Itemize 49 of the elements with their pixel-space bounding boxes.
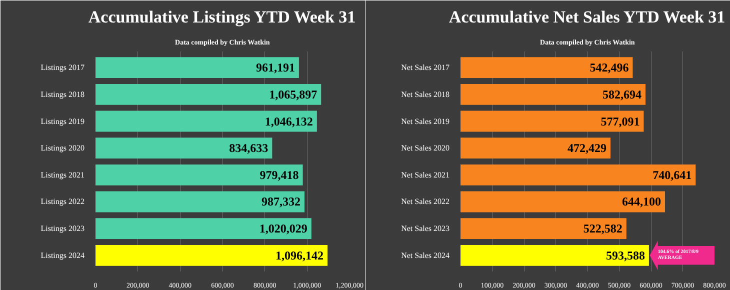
bar — [96, 191, 304, 212]
bar — [460, 218, 626, 240]
bar — [96, 84, 322, 105]
data-label: 979,418 — [260, 168, 299, 182]
bar — [460, 191, 665, 212]
data-label: 593,588 — [606, 248, 645, 262]
bar — [460, 138, 610, 159]
data-label: 961,191 — [256, 60, 295, 75]
data-label: 644,100 — [622, 194, 661, 209]
y-tick-label: Listings 2018 — [40, 90, 84, 99]
data-label: 1,046,132 — [264, 114, 313, 128]
data-label: 740,641 — [652, 168, 692, 182]
data-label: 522,582 — [583, 222, 622, 236]
bar — [96, 244, 328, 266]
data-label: 542,496 — [590, 60, 629, 75]
data-label: 987,332 — [261, 194, 300, 209]
y-tick-label: Listings 2020 — [40, 144, 84, 153]
data-label: 834,633 — [229, 141, 268, 156]
y-tick-label: Listings 2022 — [40, 197, 84, 206]
y-tick-label: Net Sales 2019 — [401, 116, 450, 126]
data-label: 472,429 — [567, 141, 606, 156]
data-label: 1,020,029 — [259, 222, 308, 236]
bar — [460, 84, 646, 105]
data-label: 1,096,142 — [276, 248, 324, 262]
y-tick-label: Listings 2023 — [40, 224, 84, 234]
chart-title: Accumulative Net Sales YTD Week 31 — [448, 8, 726, 26]
y-tick-label: Net Sales 2022 — [401, 197, 450, 206]
y-tick-label: Net Sales 2018 — [401, 90, 450, 99]
data-label: 582,694 — [602, 87, 642, 102]
bar — [460, 57, 633, 78]
bar — [96, 110, 317, 132]
y-tick-label: Net Sales 2020 — [401, 144, 450, 153]
bar — [96, 57, 299, 78]
data-label: 1,065,897 — [269, 87, 318, 102]
bar — [460, 164, 696, 186]
y-tick-label: Listings 2019 — [40, 116, 84, 126]
bar — [460, 110, 644, 132]
bar — [96, 138, 272, 159]
y-tick-label: Listings 2017 — [40, 63, 84, 72]
y-tick-label: Net Sales 2024 — [401, 250, 450, 260]
chart-title: Accumulative Listings YTD Week 31 — [88, 8, 356, 26]
y-tick-label: Net Sales 2021 — [401, 170, 450, 180]
y-tick-label: Net Sales 2017 — [401, 63, 450, 72]
y-tick-label: Net Sales 2023 — [401, 224, 450, 234]
y-tick-label: Listings 2024 — [40, 250, 84, 260]
bar — [96, 218, 312, 240]
data-label: 577,091 — [600, 114, 640, 128]
bar — [96, 164, 303, 186]
y-tick-label: Listings 2021 — [40, 170, 84, 180]
